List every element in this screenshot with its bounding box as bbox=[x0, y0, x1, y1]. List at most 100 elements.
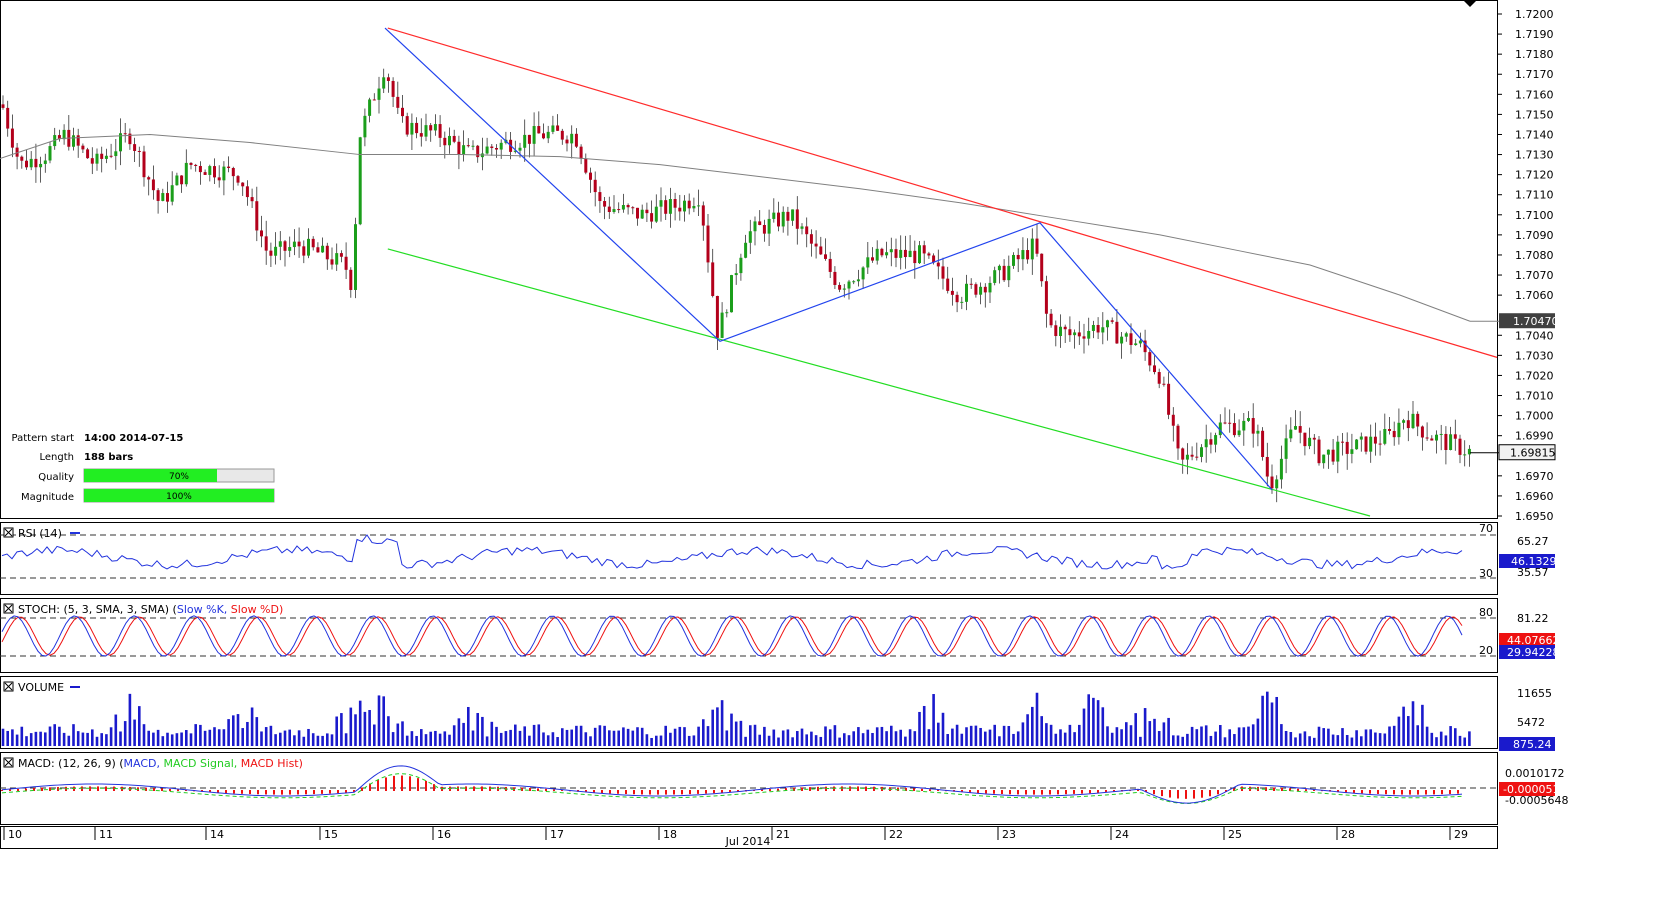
candle bbox=[1115, 309, 1119, 344]
volume-bar bbox=[119, 731, 122, 746]
candle bbox=[166, 181, 169, 213]
price-tick-label: 1.6990 bbox=[1515, 430, 1554, 443]
candle bbox=[1275, 475, 1279, 503]
volume-bar bbox=[344, 733, 348, 746]
macd-hist-bar bbox=[1337, 790, 1339, 793]
volume-bar bbox=[1313, 737, 1316, 746]
volume-bar bbox=[1237, 727, 1241, 746]
candle bbox=[1416, 411, 1420, 437]
candle bbox=[147, 175, 151, 196]
candle bbox=[979, 282, 983, 305]
volume-bar bbox=[208, 729, 212, 746]
candle bbox=[950, 277, 954, 306]
macd-hist-bar bbox=[249, 790, 251, 795]
volume-bar bbox=[890, 725, 893, 746]
volume-bar bbox=[1317, 726, 1321, 746]
macd-hist-bar bbox=[1297, 788, 1299, 791]
candle bbox=[960, 296, 964, 310]
volume-bar bbox=[786, 729, 790, 746]
volume-bar bbox=[833, 725, 837, 746]
macd-hist-bar bbox=[1145, 790, 1147, 793]
candle bbox=[1181, 447, 1185, 474]
volume-bar bbox=[1078, 724, 1081, 746]
volume-bar bbox=[391, 732, 395, 746]
volume-bar bbox=[189, 733, 193, 746]
volume-bar bbox=[683, 727, 686, 746]
macd-hist-bar bbox=[1097, 790, 1099, 793]
volume-bar bbox=[1162, 722, 1166, 746]
candle bbox=[471, 140, 475, 151]
candle bbox=[39, 156, 43, 183]
candle bbox=[227, 156, 231, 173]
volume-bar bbox=[58, 726, 61, 746]
macd-hist-bar bbox=[1289, 788, 1291, 791]
candle bbox=[255, 186, 259, 242]
candle bbox=[1232, 413, 1236, 438]
volume-bar bbox=[213, 727, 216, 746]
candle bbox=[1251, 403, 1255, 448]
volume-bar bbox=[1360, 736, 1363, 746]
macd-hist-bar bbox=[345, 790, 347, 793]
volume-bar bbox=[363, 711, 367, 746]
macd-hist-bar bbox=[1265, 787, 1267, 791]
volume-bar bbox=[1284, 731, 1288, 746]
candle bbox=[664, 195, 668, 220]
ma-value-badge bbox=[1499, 313, 1555, 329]
volume-bar bbox=[664, 725, 667, 746]
candle bbox=[1317, 436, 1321, 466]
macd-hist-bar bbox=[809, 787, 811, 791]
macd-hist-bar bbox=[361, 787, 363, 791]
volume-bar bbox=[645, 734, 649, 746]
macd-hist-bar bbox=[1009, 790, 1011, 795]
macd-hist-bar bbox=[1089, 790, 1091, 794]
support-line bbox=[387, 248, 1371, 517]
candle bbox=[1378, 430, 1382, 456]
volume-bar bbox=[828, 729, 832, 746]
candle bbox=[1364, 436, 1368, 455]
volume-bar bbox=[34, 731, 38, 746]
macd-hist-bar bbox=[433, 784, 435, 791]
macd-hist-bar bbox=[25, 788, 27, 791]
macd-hist-bar bbox=[241, 790, 243, 794]
volume-bar bbox=[711, 709, 714, 746]
candle bbox=[847, 279, 851, 300]
volume-bar bbox=[537, 724, 541, 746]
price-tick-label: 1.7010 bbox=[1515, 390, 1554, 403]
volume-bar bbox=[866, 729, 870, 746]
candle bbox=[805, 217, 809, 248]
volume-level-high: 11655 bbox=[1517, 687, 1552, 700]
candle bbox=[626, 203, 630, 215]
quality-label: Quality bbox=[38, 472, 74, 483]
macd-hist-bar bbox=[1185, 790, 1187, 799]
candle bbox=[668, 187, 672, 228]
volume-bar bbox=[739, 720, 743, 746]
volume-bar bbox=[429, 731, 432, 746]
candle bbox=[128, 128, 132, 150]
volume-bar bbox=[1110, 732, 1114, 746]
candle bbox=[1298, 411, 1302, 444]
candle bbox=[1012, 252, 1015, 269]
volume-bar bbox=[166, 732, 169, 746]
candle bbox=[1242, 412, 1246, 446]
candle bbox=[589, 167, 592, 193]
macd-hist-bar bbox=[865, 786, 867, 791]
macd-hist-bar bbox=[393, 775, 395, 791]
candle bbox=[20, 155, 24, 169]
volume-bar bbox=[955, 724, 959, 746]
stoch-k-badge bbox=[1499, 633, 1555, 647]
candle bbox=[1261, 427, 1265, 461]
candle bbox=[1430, 435, 1434, 441]
candle bbox=[189, 162, 193, 170]
candle bbox=[1402, 418, 1406, 430]
volume-bar bbox=[814, 735, 818, 746]
length-value: 188 bars bbox=[84, 452, 133, 463]
chevron-down-icon[interactable] bbox=[1463, 0, 1477, 7]
macd-hist-bar bbox=[273, 790, 275, 795]
volume-bar bbox=[128, 693, 132, 746]
candle bbox=[433, 114, 437, 136]
macd-hist-bar bbox=[185, 789, 187, 791]
volume-bar bbox=[824, 726, 827, 746]
macd-hist-bar bbox=[265, 790, 267, 795]
quality-bar-fill bbox=[84, 469, 217, 482]
